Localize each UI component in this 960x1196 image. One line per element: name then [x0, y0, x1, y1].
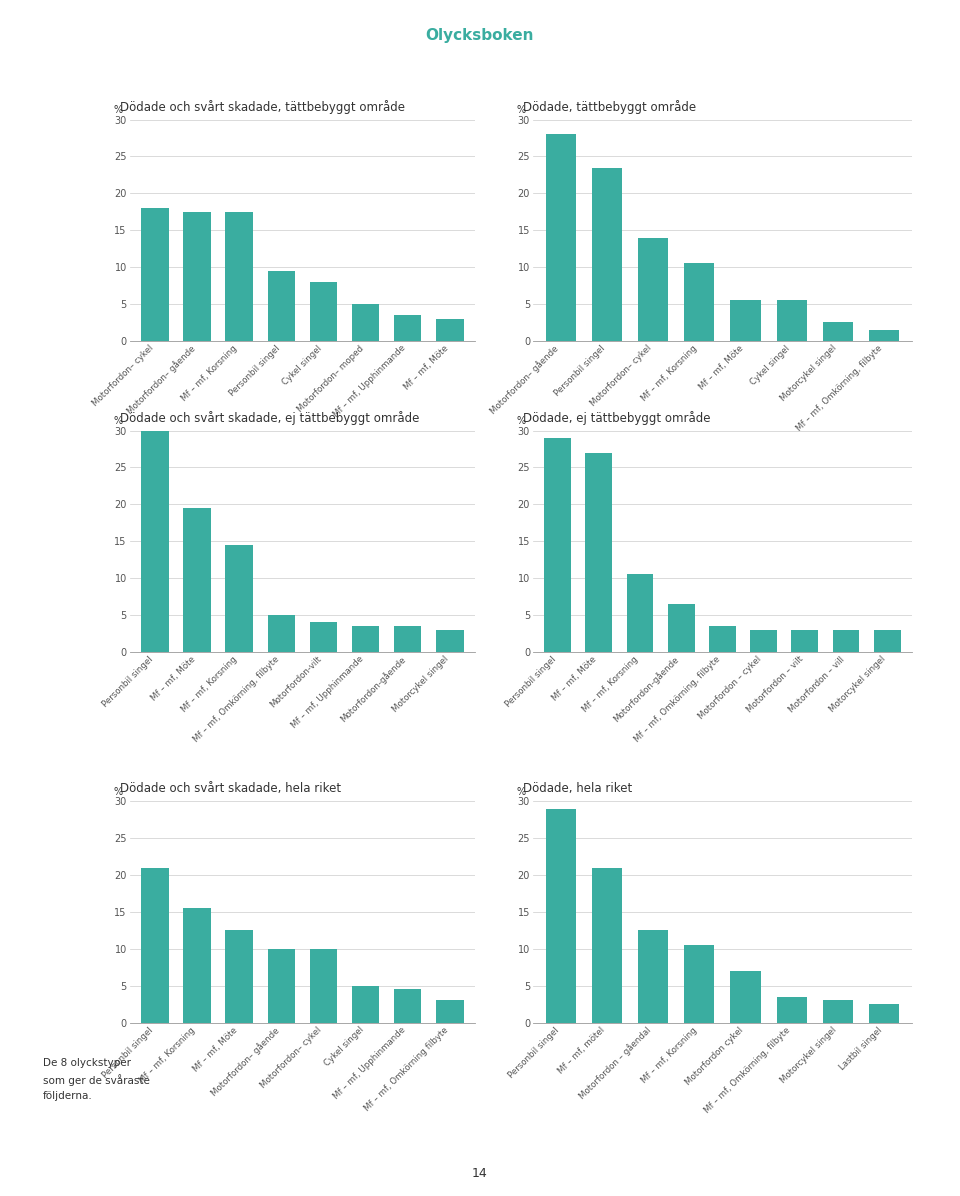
Text: Dödade, hela riket: Dödade, hela riket — [523, 782, 633, 795]
Bar — [750, 629, 777, 652]
Bar — [709, 626, 735, 652]
Bar — [869, 330, 900, 341]
Text: Dödade, tättbebyggt område: Dödade, tättbebyggt område — [523, 99, 696, 114]
Bar — [352, 626, 379, 652]
Bar — [638, 930, 668, 1023]
Text: Dödade, ej tättbebyggt område: Dödade, ej tättbebyggt område — [523, 410, 710, 425]
Bar — [591, 167, 622, 341]
Bar — [823, 323, 853, 341]
Bar — [141, 420, 169, 652]
Bar — [544, 438, 571, 652]
Text: Dödade och svårt skadade, ej tättbebyggt område: Dödade och svårt skadade, ej tättbebyggt… — [120, 410, 420, 425]
Bar — [141, 208, 169, 341]
Bar — [310, 622, 337, 652]
Bar — [627, 574, 654, 652]
Bar — [869, 1005, 900, 1023]
Bar — [777, 996, 806, 1023]
Bar — [436, 629, 464, 652]
Bar — [183, 212, 211, 341]
Bar — [668, 604, 695, 652]
Text: %: % — [113, 787, 123, 797]
Bar — [545, 808, 576, 1023]
Bar — [183, 908, 211, 1023]
Bar — [394, 626, 421, 652]
Bar — [684, 263, 714, 341]
Bar — [791, 629, 818, 652]
Bar — [268, 615, 295, 652]
Bar — [684, 945, 714, 1023]
Bar — [436, 1000, 464, 1023]
Bar — [226, 212, 252, 341]
Bar — [436, 319, 464, 341]
Bar — [394, 315, 421, 341]
Bar — [638, 238, 668, 341]
Bar — [394, 989, 421, 1023]
Bar — [777, 300, 806, 341]
Text: De 8 olyckstyper
som ger de svåraste
följderna.: De 8 olyckstyper som ger de svåraste föl… — [43, 1058, 150, 1102]
Bar — [832, 629, 859, 652]
Bar — [310, 948, 337, 1023]
Bar — [823, 1000, 853, 1023]
Text: Dödade och svårt skadade, tättbebyggt område: Dödade och svårt skadade, tättbebyggt om… — [120, 99, 405, 114]
Text: %: % — [113, 105, 123, 115]
Bar — [268, 948, 295, 1023]
Bar — [141, 868, 169, 1023]
Bar — [310, 282, 337, 341]
Bar — [545, 134, 576, 341]
Text: %: % — [113, 416, 123, 426]
Text: %: % — [516, 787, 525, 797]
Bar — [731, 971, 760, 1023]
Bar — [586, 452, 612, 652]
Text: %: % — [516, 105, 525, 115]
Bar — [268, 270, 295, 341]
Text: Dödade och svårt skadade, hela riket: Dödade och svårt skadade, hela riket — [120, 782, 341, 795]
Bar — [731, 300, 760, 341]
Text: 14: 14 — [472, 1167, 488, 1180]
Bar — [226, 930, 252, 1023]
Bar — [874, 629, 900, 652]
Bar — [352, 986, 379, 1023]
Text: Olycksboken: Olycksboken — [425, 28, 535, 43]
Bar — [591, 868, 622, 1023]
Bar — [226, 545, 252, 652]
Bar — [183, 508, 211, 652]
Bar — [352, 304, 379, 341]
Text: %: % — [516, 416, 525, 426]
